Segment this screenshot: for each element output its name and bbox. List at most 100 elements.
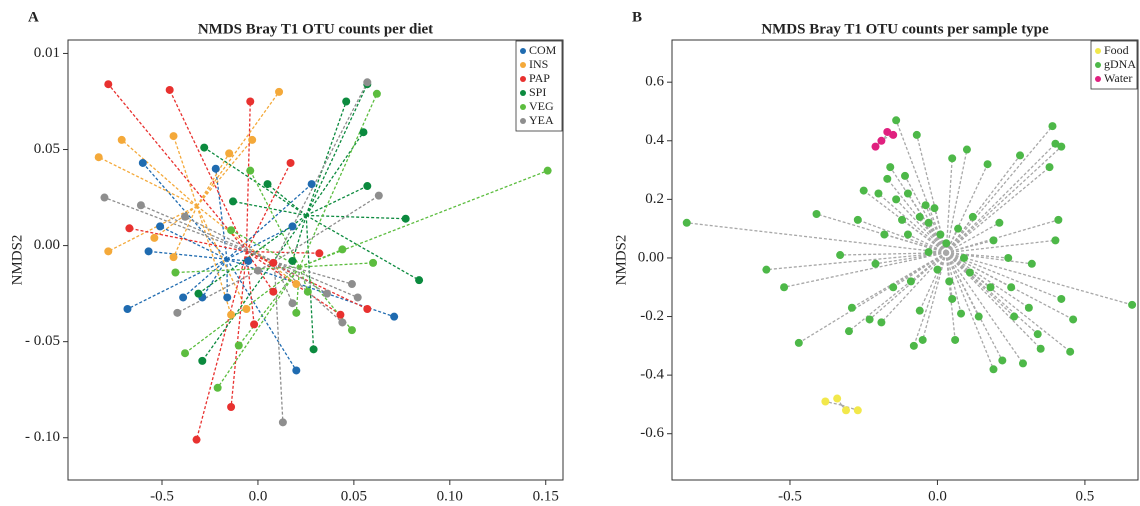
spider-line	[945, 252, 1030, 309]
spider-line	[142, 162, 228, 260]
point	[229, 197, 237, 206]
legend-marker	[1095, 48, 1101, 54]
point	[871, 142, 880, 151]
point	[1024, 303, 1033, 312]
spider-line	[945, 252, 1024, 364]
point	[930, 204, 939, 213]
point	[957, 309, 966, 318]
point	[165, 85, 174, 94]
point	[892, 195, 901, 204]
point	[912, 130, 921, 139]
plot-frame	[67, 39, 564, 481]
spider-line	[901, 219, 947, 254]
x-tick-label: -0.5	[150, 488, 174, 504]
y-tick-label: 0.6	[645, 74, 664, 90]
point	[936, 230, 945, 239]
spider-line	[945, 146, 1062, 254]
point	[762, 265, 771, 274]
point	[1057, 294, 1066, 303]
point	[342, 97, 351, 106]
spider-line	[884, 233, 947, 254]
point	[194, 289, 203, 298]
legend-label: gDNA	[1104, 57, 1136, 71]
point	[363, 78, 372, 87]
spider-line	[946, 252, 1032, 265]
point	[323, 289, 332, 298]
point	[223, 293, 232, 302]
spider-line	[910, 252, 947, 282]
spider-line	[226, 183, 313, 260]
point	[948, 154, 957, 163]
legend-marker	[520, 104, 526, 110]
point	[871, 259, 880, 268]
point	[246, 166, 255, 175]
y-tick-label: 0.4	[645, 132, 664, 148]
point	[1016, 151, 1025, 160]
point	[1004, 253, 1013, 262]
point	[821, 397, 830, 406]
legend-label: INS	[529, 57, 548, 71]
spider-line	[273, 195, 380, 263]
point	[123, 304, 132, 313]
point	[859, 186, 868, 195]
spider-line	[305, 214, 420, 281]
point	[874, 189, 883, 198]
spider-line	[177, 261, 275, 314]
point	[933, 265, 942, 274]
point	[372, 89, 381, 98]
point	[104, 247, 113, 256]
point	[125, 224, 134, 233]
spider-line	[196, 91, 280, 207]
point	[1045, 163, 1054, 172]
spider-line	[148, 250, 228, 260]
point	[200, 143, 209, 152]
spider-line	[196, 205, 232, 315]
legend-label: YEA	[529, 113, 554, 127]
legend-label: COM	[529, 43, 557, 57]
point	[363, 304, 372, 313]
x-tick-label: 0.0	[249, 488, 268, 504]
spider-line	[686, 222, 947, 254]
point	[275, 87, 284, 96]
point	[156, 222, 165, 231]
spider-line	[104, 196, 275, 263]
spider-line	[249, 170, 301, 268]
point	[336, 310, 345, 319]
point	[998, 356, 1007, 365]
spider-line	[945, 149, 968, 253]
spider-line	[273, 261, 294, 304]
y-axis-label: NMDS2	[613, 235, 629, 286]
spider-line	[945, 252, 1071, 353]
point	[390, 312, 399, 321]
spider-line	[305, 185, 368, 217]
y-tick-label: -0.4	[640, 367, 664, 383]
spider-line	[766, 252, 947, 271]
point	[181, 349, 190, 358]
spider-line	[783, 252, 947, 288]
spider-line	[246, 250, 320, 254]
spider-line	[306, 214, 406, 220]
y-tick-label: 0.2	[645, 191, 664, 207]
point	[242, 304, 251, 313]
y-tick-label: 0.00	[34, 237, 60, 253]
spider-line	[299, 170, 548, 268]
point	[1033, 330, 1042, 339]
y-axis-label: NMDS2	[9, 235, 25, 286]
spider-line	[841, 404, 859, 411]
point	[989, 236, 998, 245]
spider-line	[305, 131, 365, 216]
point	[250, 320, 259, 329]
x-tick-label: 0.15	[533, 488, 559, 504]
plot-frame	[671, 39, 1139, 481]
spider-line	[798, 252, 947, 344]
spider-line	[159, 225, 228, 260]
point	[1128, 300, 1137, 309]
point	[169, 132, 178, 141]
legend-marker	[1095, 76, 1101, 82]
point	[181, 212, 190, 221]
point	[227, 310, 236, 319]
point	[286, 158, 295, 167]
point	[353, 293, 362, 302]
spider-line	[945, 158, 953, 253]
spider-line	[851, 252, 947, 309]
